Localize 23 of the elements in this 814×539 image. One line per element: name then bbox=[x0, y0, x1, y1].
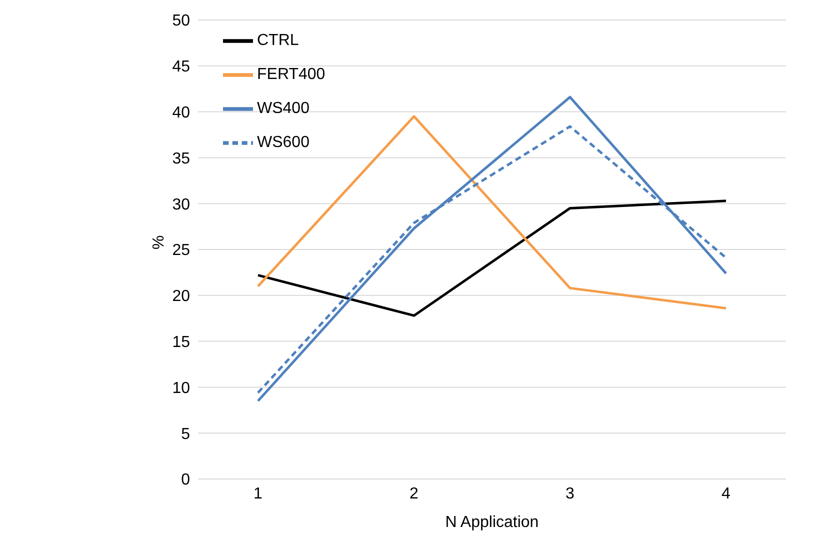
line-series bbox=[256, 115, 728, 310]
legend-label: WS600 bbox=[257, 134, 310, 151]
y-tick-label: 5 bbox=[181, 426, 190, 443]
x-tick-label: 3 bbox=[566, 485, 575, 502]
y-tick-label: 10 bbox=[172, 380, 190, 397]
legend-label: WS400 bbox=[257, 100, 310, 117]
y-axis-title: % bbox=[150, 235, 168, 250]
y-tick-label: 20 bbox=[172, 288, 190, 306]
y-tick-label: 25 bbox=[172, 242, 190, 260]
legend-label: FERT400 bbox=[257, 66, 326, 83]
y-tick-label: 50 bbox=[172, 12, 190, 30]
y-tick-label: 15 bbox=[172, 334, 190, 351]
legend-label: CTRL bbox=[257, 32, 299, 49]
y-tick-label: 35 bbox=[172, 150, 190, 168]
y-tick-label: 0 bbox=[181, 472, 190, 489]
y-tick-label: 45 bbox=[172, 58, 190, 76]
x-tick-label: 2 bbox=[410, 485, 419, 502]
x-axis-title: N Application bbox=[445, 514, 539, 531]
line-series bbox=[256, 200, 728, 317]
x-tick-label: 1 bbox=[254, 485, 263, 502]
y-tick-label: 40 bbox=[172, 104, 190, 122]
x-tick-label: 4 bbox=[722, 485, 731, 502]
y-tick-label: 30 bbox=[172, 196, 190, 214]
